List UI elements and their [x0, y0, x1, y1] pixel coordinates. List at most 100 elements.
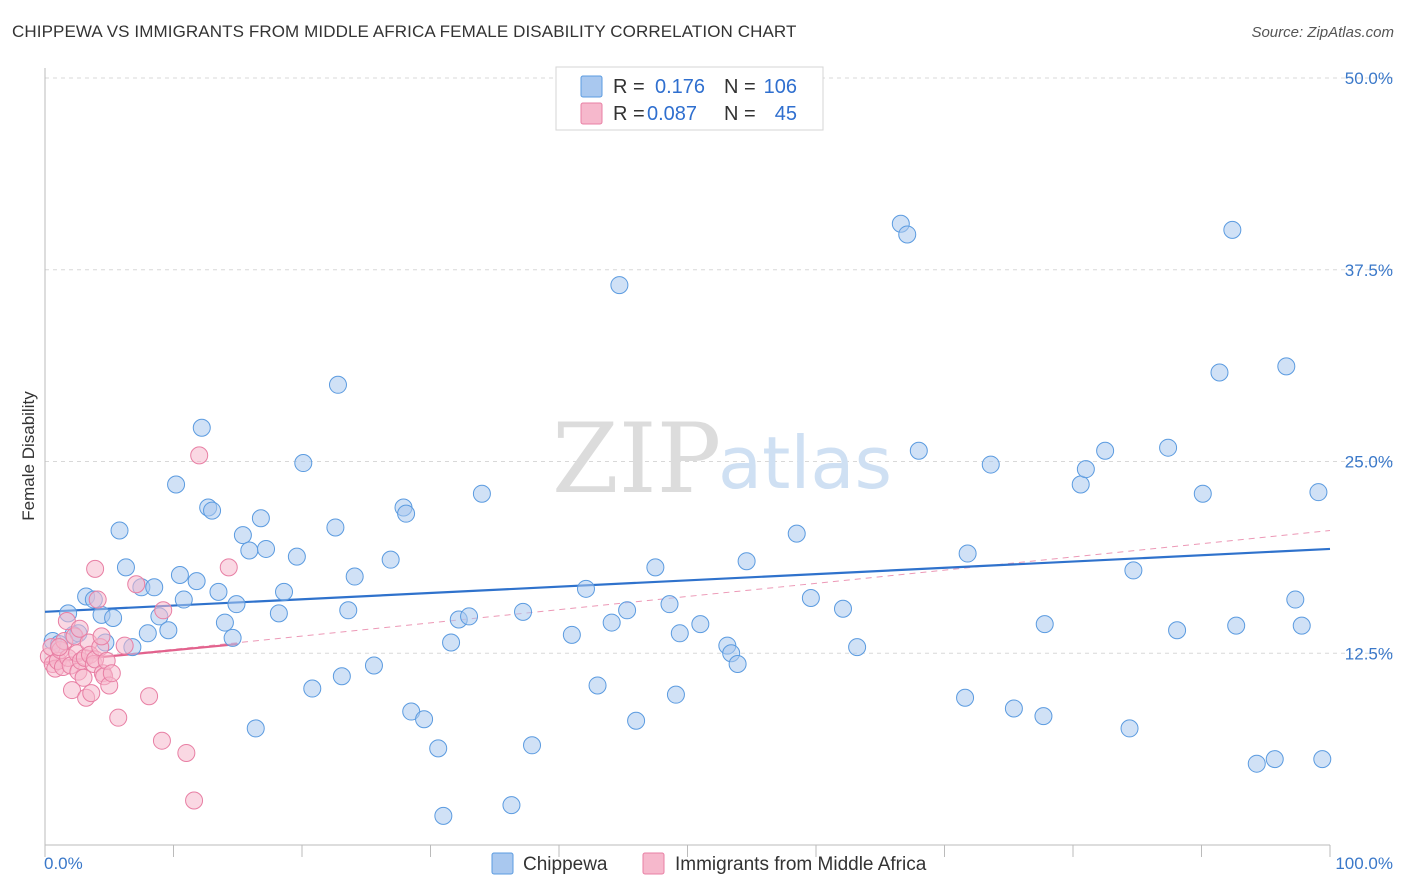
x-tick-min: 0.0% [44, 854, 83, 873]
point-chippewa [294, 454, 313, 473]
point-chippewa [737, 552, 756, 571]
point-middle-africa [219, 558, 238, 577]
point-middle-africa [109, 708, 128, 727]
point-chippewa [1292, 616, 1311, 635]
y-tick-label: 25.0% [1345, 453, 1393, 472]
point-middle-africa [154, 601, 173, 620]
point-chippewa [1034, 707, 1053, 726]
point-middle-africa [86, 559, 105, 578]
point-middle-africa [152, 731, 171, 750]
point-chippewa [328, 375, 347, 394]
point-middle-africa [140, 687, 159, 706]
point-chippewa [1004, 699, 1023, 718]
y-tick-label: 50.0% [1345, 69, 1393, 88]
legend-swatch-middle-africa [580, 102, 603, 125]
point-middle-africa [82, 684, 101, 703]
point-chippewa [502, 796, 521, 815]
point-chippewa [666, 685, 685, 704]
point-chippewa [848, 638, 867, 657]
point-middle-africa [74, 668, 93, 687]
point-chippewa [159, 621, 178, 640]
point-chippewa [660, 595, 679, 614]
point-chippewa [170, 566, 189, 585]
point-middle-africa [127, 575, 146, 594]
point-chippewa [956, 688, 975, 707]
point-chippewa [1223, 220, 1242, 239]
point-chippewa [116, 558, 135, 577]
point-chippewa [1124, 561, 1143, 580]
legend-label-chippewa: Chippewa [523, 854, 608, 875]
legend-swatch-chippewa [580, 75, 603, 98]
legend-swatch-bottom-chippewa [491, 852, 514, 875]
point-chippewa [227, 595, 246, 614]
point-chippewa [1277, 357, 1296, 376]
point-chippewa [209, 582, 228, 601]
point-chippewa [104, 608, 123, 627]
point-chippewa [1120, 719, 1139, 738]
point-chippewa [174, 590, 193, 609]
point-chippewa [1096, 441, 1115, 460]
point-chippewa [576, 579, 595, 598]
point-chippewa [339, 601, 358, 620]
y-tick-label: 37.5% [1345, 261, 1393, 280]
point-chippewa [397, 504, 416, 523]
point-chippewa [240, 541, 259, 560]
legend-r-value-2: 0.087 [647, 103, 697, 125]
legend-n-value-2: 45 [775, 103, 797, 125]
watermark: ZIP atlas [552, 403, 892, 515]
legend-r-value-1: 0.176 [655, 76, 705, 98]
point-chippewa [145, 578, 164, 597]
point-chippewa [472, 484, 491, 503]
point-chippewa [670, 624, 689, 643]
point-chippewa [203, 501, 222, 520]
point-chippewa [646, 558, 665, 577]
point-chippewa [833, 599, 852, 618]
axes [44, 68, 1331, 857]
point-middle-africa [115, 636, 134, 655]
legend-r-label-2: R = [613, 103, 645, 125]
source-label: Source: ZipAtlas.com [1251, 24, 1394, 41]
point-chippewa [192, 418, 211, 437]
point-chippewa [627, 711, 646, 730]
point-chippewa [691, 615, 710, 634]
point-middle-africa [185, 791, 204, 810]
point-chippewa [1159, 438, 1178, 457]
point-chippewa [1076, 460, 1095, 479]
point-chippewa [223, 628, 242, 647]
watermark-zip: ZIP [552, 403, 721, 515]
point-chippewa [233, 526, 252, 545]
point-middle-africa [70, 619, 89, 638]
point-chippewa [1227, 616, 1246, 635]
point-chippewa [588, 676, 607, 695]
point-chippewa [610, 276, 629, 295]
point-chippewa [1313, 750, 1332, 769]
series-legend: Chippewa Immigrants from Middle Africa [491, 852, 927, 875]
point-chippewa [1168, 621, 1187, 640]
point-chippewa [1210, 363, 1229, 382]
data-points [39, 214, 1332, 825]
point-chippewa [1265, 750, 1284, 769]
point-chippewa [415, 710, 434, 729]
point-chippewa [246, 719, 265, 738]
point-chippewa [167, 475, 186, 494]
point-chippewa [460, 607, 479, 626]
point-chippewa [1071, 475, 1090, 494]
point-middle-africa [102, 664, 121, 683]
point-chippewa [1193, 484, 1212, 503]
point-chippewa [138, 624, 157, 643]
point-chippewa [909, 441, 928, 460]
legend-n-label-1: N = [724, 76, 756, 98]
point-chippewa [187, 572, 206, 591]
point-chippewa [275, 582, 294, 601]
point-chippewa [787, 524, 806, 543]
point-middle-africa [177, 743, 196, 762]
x-tick-max: 100.0% [1335, 854, 1393, 873]
legend-n-value-1: 106 [764, 76, 797, 98]
point-middle-africa [62, 681, 81, 700]
point-chippewa [602, 613, 621, 632]
point-chippewa [728, 654, 747, 673]
point-chippewa [345, 567, 364, 586]
point-middle-africa [92, 627, 111, 646]
point-chippewa [332, 667, 351, 686]
